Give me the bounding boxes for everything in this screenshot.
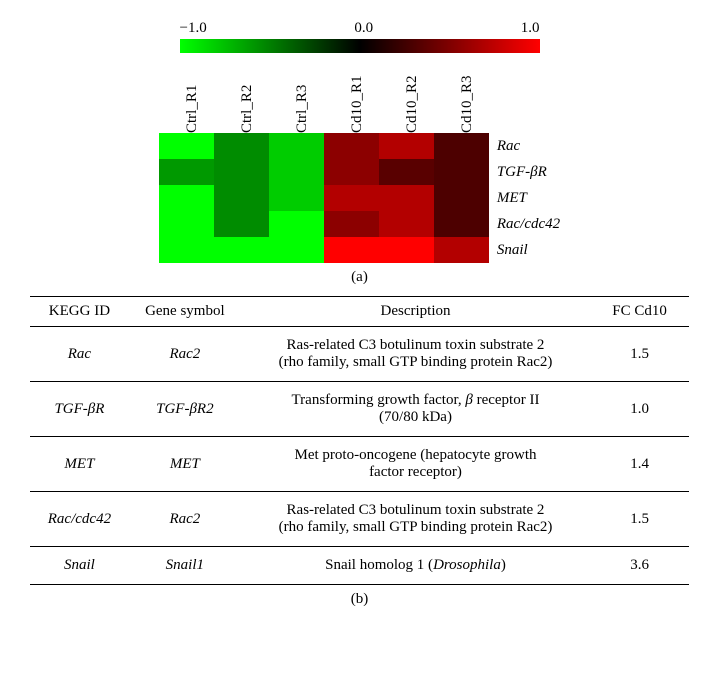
heatmap-cell (269, 211, 324, 237)
heatmap-cell (269, 133, 324, 159)
heatmap-grid (159, 133, 489, 263)
col-kegg: KEGG ID (30, 297, 129, 327)
heatmap-col-label: Cd10_R1 (330, 59, 385, 133)
heatmap-cell (159, 211, 214, 237)
cell-kegg: MET (30, 437, 129, 492)
heatmap-row-label: MET (497, 185, 560, 211)
heatmap-cell (379, 159, 434, 185)
heatmap-cell (324, 159, 379, 185)
cell-symbol: TGF-βR2 (129, 382, 241, 437)
heatmap-cell (159, 185, 214, 211)
table-row: Rac/cdc42Rac2Ras-related C3 botulinum to… (30, 492, 689, 547)
heatmap-cell (269, 237, 324, 263)
cell-desc: Snail homolog 1 (Drosophila) (241, 547, 590, 585)
heatmap-row-label: Rac (497, 133, 560, 159)
cell-kegg: Snail (30, 547, 129, 585)
heatmap-cell (324, 237, 379, 263)
heatmap-cell (214, 133, 269, 159)
gene-table: KEGG ID Gene symbol Description FC Cd10 … (30, 297, 689, 585)
cell-kegg: Rac (30, 327, 129, 382)
cell-fc: 1.5 (590, 492, 689, 547)
heatmap-cell (324, 185, 379, 211)
cell-symbol: Rac2 (129, 492, 241, 547)
figure: −1.0 0.0 1.0 Ctrl_R1Ctrl_R2Ctrl_R3Cd10_R… (30, 20, 689, 608)
heatmap-cell (379, 133, 434, 159)
heatmap-cell (324, 133, 379, 159)
heatmap-cell (379, 237, 434, 263)
cell-symbol: Snail1 (129, 547, 241, 585)
colorbar-min-label: −1.0 (180, 20, 207, 37)
heatmap-cell (434, 237, 489, 263)
table-row: RacRac2Ras-related C3 botulinum toxin su… (30, 327, 689, 382)
heatmap-col-label: Cd10_R3 (440, 59, 495, 133)
heatmap-cell (214, 237, 269, 263)
heatmap-cell (379, 211, 434, 237)
col-desc: Description (241, 297, 590, 327)
cell-fc: 1.5 (590, 327, 689, 382)
heatmap-cell (434, 133, 489, 159)
heatmap-row-label: Snail (497, 237, 560, 263)
cell-fc: 1.4 (590, 437, 689, 492)
cell-symbol: MET (129, 437, 241, 492)
colorbar-region: −1.0 0.0 1.0 (180, 20, 540, 53)
heatmap-col-label: Ctrl_R3 (275, 59, 330, 133)
heatmap-row-labels: RacTGF-βRMETRac/cdc42Snail (489, 133, 560, 263)
heatmap-cell (324, 211, 379, 237)
cell-symbol: Rac2 (129, 327, 241, 382)
heatmap-cell (214, 211, 269, 237)
cell-desc: Transforming growth factor, β receptor I… (241, 382, 590, 437)
heatmap-area: Ctrl_R1Ctrl_R2Ctrl_R3Cd10_R1Cd10_R2Cd10_… (159, 59, 560, 286)
heatmap-cell (159, 237, 214, 263)
col-fc: FC Cd10 (590, 297, 689, 327)
heatmap-cell (269, 185, 324, 211)
heatmap-row-label: Rac/cdc42 (497, 211, 560, 237)
heatmap-cell (214, 159, 269, 185)
cell-desc: Ras-related C3 botulinum toxin substrate… (241, 492, 590, 547)
cell-kegg: TGF-βR (30, 382, 129, 437)
colorbar-mid-label: 0.0 (354, 20, 373, 37)
colorbar-labels: −1.0 0.0 1.0 (180, 20, 540, 37)
cell-fc: 1.0 (590, 382, 689, 437)
table-row: SnailSnail1Snail homolog 1 (Drosophila)3… (30, 547, 689, 585)
heatmap-col-label: Cd10_R2 (385, 59, 440, 133)
heatmap-cell (434, 211, 489, 237)
subfigure-a-label: (a) (351, 269, 368, 286)
col-symbol: Gene symbol (129, 297, 241, 327)
heatmap-cell (434, 159, 489, 185)
heatmap-col-label: Ctrl_R2 (220, 59, 275, 133)
heatmap-column-labels: Ctrl_R1Ctrl_R2Ctrl_R3Cd10_R1Cd10_R2Cd10_… (165, 59, 495, 133)
heatmap-cell (214, 185, 269, 211)
table-header-row: KEGG ID Gene symbol Description FC Cd10 (30, 297, 689, 327)
heatmap-cell (269, 159, 324, 185)
colorbar-max-label: 1.0 (521, 20, 540, 37)
heatmap-cell (379, 185, 434, 211)
heatmap-cell (159, 159, 214, 185)
cell-kegg: Rac/cdc42 (30, 492, 129, 547)
heatmap-row-label: TGF-βR (497, 159, 560, 185)
cell-desc: Met proto-oncogene (hepatocyte growthfac… (241, 437, 590, 492)
heatmap-cell (434, 185, 489, 211)
colorbar (180, 39, 540, 53)
subfigure-b-label: (b) (351, 591, 369, 608)
table-row: TGF-βRTGF-βR2Transforming growth factor,… (30, 382, 689, 437)
cell-desc: Ras-related C3 botulinum toxin substrate… (241, 327, 590, 382)
heatmap-cell (159, 133, 214, 159)
cell-fc: 3.6 (590, 547, 689, 585)
heatmap-body: RacTGF-βRMETRac/cdc42Snail (159, 133, 560, 263)
heatmap-col-label: Ctrl_R1 (165, 59, 220, 133)
table-row: METMETMet proto-oncogene (hepatocyte gro… (30, 437, 689, 492)
